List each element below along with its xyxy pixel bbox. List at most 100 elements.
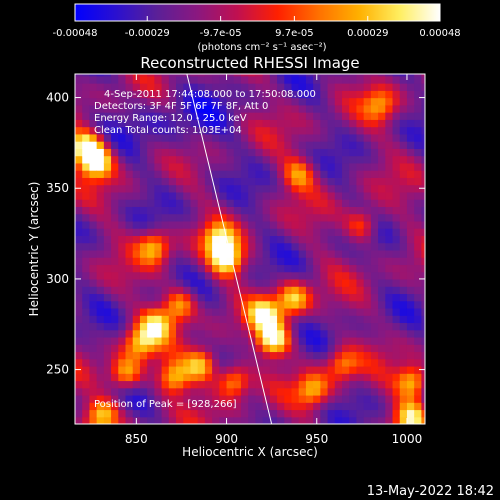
heatmap-cell xyxy=(392,206,401,215)
heatmap-cell xyxy=(378,133,386,142)
heatmap-cell xyxy=(248,300,257,309)
heatmap-cell xyxy=(248,394,257,403)
heatmap-cell xyxy=(89,322,98,331)
heatmap-cell xyxy=(392,97,401,106)
heatmap-cell xyxy=(370,402,379,411)
heatmap-cell xyxy=(154,257,163,266)
heatmap-cell xyxy=(96,220,105,229)
heatmap-cell xyxy=(212,213,220,222)
heatmap-cell xyxy=(269,126,278,135)
heatmap-cell xyxy=(161,184,170,193)
heatmap-cell xyxy=(392,126,401,135)
heatmap-cell xyxy=(168,235,177,244)
heatmap-cell xyxy=(277,162,285,171)
heatmap-cell xyxy=(226,119,235,128)
heatmap-cell xyxy=(320,293,329,302)
heatmap-cell xyxy=(284,235,293,244)
heatmap-cell xyxy=(342,155,350,164)
heatmap-cell xyxy=(233,249,242,258)
heatmap-cell xyxy=(334,220,343,229)
heatmap-cell xyxy=(212,133,220,142)
heatmap-cell xyxy=(82,133,91,142)
heatmap-cell xyxy=(370,300,379,309)
heatmap-cell xyxy=(75,220,83,229)
heatmap-cell xyxy=(327,387,336,396)
heatmap-cell xyxy=(255,394,264,403)
heatmap-cell xyxy=(161,351,170,360)
heatmap-cell xyxy=(147,206,155,215)
heatmap-cell xyxy=(161,148,170,157)
heatmap-cell xyxy=(233,271,242,280)
heatmap-cell xyxy=(298,416,307,424)
heatmap-cell xyxy=(342,373,350,382)
heatmap-cell xyxy=(82,264,91,273)
heatmap-cell xyxy=(125,315,134,324)
heatmap-cell xyxy=(233,322,242,331)
heatmap-cell xyxy=(248,329,257,338)
heatmap-cell xyxy=(154,155,163,164)
heatmap-cell xyxy=(139,329,148,338)
colorbar-tick-label: 9.7e-05 xyxy=(275,28,313,39)
heatmap-cell xyxy=(103,300,112,309)
heatmap-cell xyxy=(298,358,307,367)
heatmap-cell xyxy=(96,271,105,280)
heatmap-cell xyxy=(277,235,285,244)
heatmap-cell xyxy=(248,402,257,411)
heatmap-cell xyxy=(255,141,264,149)
heatmap-cell xyxy=(233,380,242,389)
heatmap-cell xyxy=(161,104,170,113)
heatmap-cell xyxy=(132,191,141,200)
heatmap-cell xyxy=(269,228,278,236)
heatmap-cell xyxy=(183,191,192,200)
heatmap-cell xyxy=(349,74,358,77)
heatmap-cell xyxy=(82,402,91,411)
heatmap-cell xyxy=(392,90,401,99)
y-axis-label: Heliocentric Y (arcsec) xyxy=(27,182,41,317)
heatmap-cell xyxy=(197,133,206,142)
heatmap-cell xyxy=(132,329,141,338)
heatmap-cell xyxy=(327,97,336,106)
heatmap-cell xyxy=(392,264,401,273)
heatmap-cell xyxy=(406,220,415,229)
heatmap-cell xyxy=(226,75,235,84)
heatmap-cell xyxy=(356,141,365,149)
heatmap-cell xyxy=(139,206,148,215)
heatmap-cell xyxy=(255,126,264,135)
heatmap-cell xyxy=(421,278,425,287)
heatmap-cell xyxy=(269,286,278,295)
heatmap-cell xyxy=(313,387,321,396)
heatmap-cell xyxy=(132,409,141,418)
heatmap-cell xyxy=(75,409,83,418)
heatmap-cell xyxy=(89,380,98,389)
heatmap-cell xyxy=(204,278,213,287)
heatmap-cell xyxy=(320,83,329,91)
heatmap-cell xyxy=(75,315,83,324)
heatmap-cell xyxy=(139,90,148,99)
heatmap-cell xyxy=(147,257,155,266)
heatmap-cell xyxy=(96,409,105,418)
heatmap-cell xyxy=(82,74,91,77)
heatmap-cell xyxy=(197,104,206,113)
heatmap-cell xyxy=(154,133,163,142)
heatmap-cell xyxy=(161,170,170,178)
heatmap-cell xyxy=(320,104,329,113)
heatmap-cell xyxy=(161,112,170,120)
heatmap-cell xyxy=(334,74,343,77)
heatmap-cell xyxy=(399,351,408,360)
heatmap-cell xyxy=(96,133,105,142)
heatmap-cell xyxy=(414,235,422,244)
heatmap-cell xyxy=(277,358,285,367)
heatmap-cell xyxy=(139,409,148,418)
heatmap-cell xyxy=(356,249,365,258)
heatmap-cell xyxy=(233,119,242,128)
heatmap-cell xyxy=(240,402,249,411)
heatmap-cell xyxy=(342,141,350,149)
heatmap-cell xyxy=(334,351,343,360)
heatmap-cell xyxy=(139,257,148,266)
heatmap-cell xyxy=(183,329,192,338)
heatmap-cell xyxy=(277,199,285,207)
heatmap-cell xyxy=(399,133,408,142)
heatmap-cell xyxy=(132,206,141,215)
heatmap-cell xyxy=(82,387,91,396)
heatmap-cell xyxy=(96,162,105,171)
